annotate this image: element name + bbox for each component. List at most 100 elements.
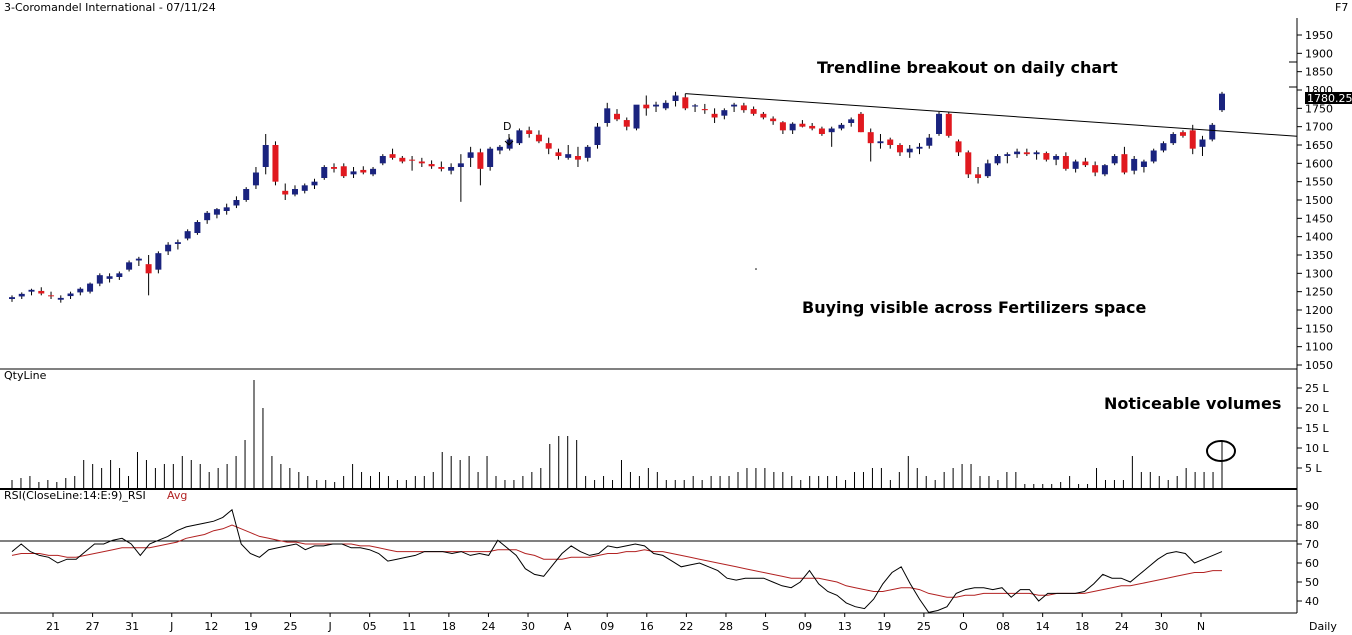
candle-body [623,120,630,127]
x-tick-label: J [327,620,331,633]
rsi-panel-label: RSI(CloseLine:14:E:9)_RSI [4,489,146,502]
price-tick-label: 1400 [1305,231,1333,244]
x-tick-label: 09 [798,620,812,633]
candle-body [692,105,699,107]
x-tick-label: 18 [442,620,456,633]
x-tick-label: A [564,620,572,633]
rsi-average-line [11,524,1222,598]
volume-panel-label: QtyLine [4,369,47,382]
x-tick-label: O [959,620,968,633]
candle-body [9,297,15,299]
function-key-label: F7 [1335,1,1349,14]
price-tick-label: 1600 [1305,157,1333,170]
candle-body [321,167,328,178]
price-tick-label: 1100 [1305,341,1333,354]
candle-body [291,189,298,195]
last-price-value: 1780.25 [1307,92,1352,105]
x-tick-label: 24 [481,620,495,633]
candle-body [614,113,620,120]
x-tick-label: 19 [244,620,258,633]
candle-body [155,253,162,270]
candle-body [936,113,943,134]
candle-body [1072,161,1079,169]
candle-body [409,159,416,161]
candle-body [994,156,1001,164]
x-tick-label: 21 [46,620,60,633]
candle-body [926,137,933,146]
candle-body [57,297,64,300]
candle-body [204,212,211,221]
candle-body [770,118,777,122]
candle-body [809,125,816,129]
rsi-line [11,508,1223,613]
x-tick-label: N [1197,620,1205,633]
x-tick-label: 27 [86,620,100,633]
price-tick-label: 1750 [1305,102,1333,115]
price-tick-label: 1350 [1305,249,1333,262]
candle-body [945,113,952,136]
candle-body [789,123,796,131]
trendline-segment [685,93,1298,137]
candle-body [1014,151,1021,155]
candle-body [877,141,884,144]
rsi-tick-label: 60 [1305,557,1319,570]
candle-body [379,156,386,164]
x-tick-label: 28 [719,620,733,633]
candle-body [340,166,347,177]
x-tick-label: 30 [521,620,535,633]
x-tick-label: S [762,620,769,633]
candle-body [906,148,913,153]
x-tick-label: 13 [838,620,852,633]
price-tick-label: 1900 [1305,47,1333,60]
x-axis: 21 27 31 J 12 19 25 J 05 11 18 24 30 A 09 16 22 28 S 09 13 19… [46,613,1205,633]
candle-body [448,167,455,171]
candle-body [145,264,152,274]
candle-body [1004,154,1011,156]
rsi-series: 90 80 70 60 50 40 [11,500,1319,613]
x-tick-label: 11 [402,620,416,633]
candle-body [28,289,35,292]
price-tick-label: 1500 [1305,194,1333,207]
candle-body [370,168,377,175]
dot-mark [755,268,757,270]
x-tick-label: 18 [1075,620,1089,633]
candle-body [331,167,338,169]
candle-body [555,152,562,156]
price-tick-label: 1300 [1305,267,1333,280]
trendline-annotation: Trendline breakout on daily chart [817,58,1118,77]
candle-body [213,209,220,215]
candle-body [662,102,669,109]
volume-highlight-circle [1206,440,1236,462]
trendline [685,93,1298,137]
candle-body [262,145,269,167]
candle-body [838,124,845,129]
candle-body [399,157,406,162]
volume-tick-label: 10 L [1305,442,1329,455]
candle-body [1053,156,1060,160]
candle-body [350,171,357,175]
candle-body [535,134,542,142]
x-tick-label: 22 [679,620,693,633]
last-price-badge [1305,92,1352,104]
candle-body [984,163,991,177]
candle-body [418,161,425,164]
rsi-avg-label: Avg [167,489,187,502]
candle-body [682,97,689,109]
candle-body [174,242,181,244]
volume-tick-label: 5 L [1305,462,1322,475]
candle-body [1131,158,1138,171]
candle-body [165,244,172,252]
candle-body [545,143,552,149]
x-tick-label: 08 [996,620,1010,633]
candle-body [311,181,318,186]
candle-body [243,189,250,200]
candle-body [526,130,533,134]
candle-body [740,105,747,111]
panel-frames [0,18,1298,614]
candle-body [252,172,259,186]
candle-body [496,146,503,151]
candle-body [604,108,611,123]
candle-body [701,109,708,111]
candle-body [516,130,523,144]
